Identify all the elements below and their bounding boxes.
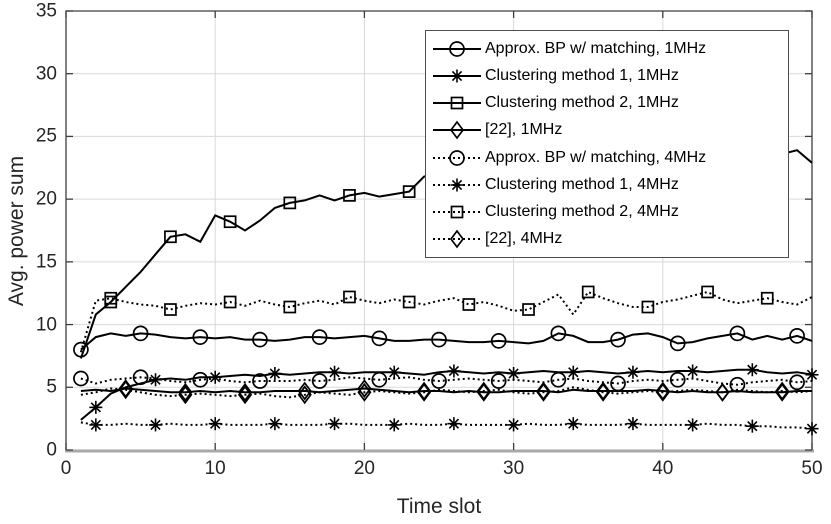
legend-label: [22], 4MHz: [485, 230, 563, 248]
x-tick-label: 50: [801, 458, 823, 479]
axis-box: [65, 10, 813, 450]
legend-item: Clustering method 2, 4MHz: [432, 199, 782, 225]
legend-line-sample: [433, 229, 481, 249]
y-tick-label: 35: [35, 0, 57, 22]
series-4: [73, 369, 812, 393]
legend-item: [22], 1MHz: [432, 117, 782, 143]
x-tick-label: 20: [353, 458, 375, 479]
legend-item: Approx. BP w/ matching, 1MHz: [432, 36, 782, 62]
tick-marks: [65, 10, 813, 451]
series-5: [80, 417, 819, 436]
legend: Approx. BP w/ matching, 1MHz Clustering m…: [425, 30, 789, 258]
legend-line-sample: [433, 205, 481, 219]
y-tick-label: 25: [35, 125, 57, 147]
legend-item: Approx. BP w/ matching, 4MHz: [432, 145, 782, 171]
legend-label: Clustering method 1, 4MHz: [485, 175, 679, 193]
legend-item: Clustering method 2, 1MHz: [432, 90, 782, 116]
series-1: [80, 363, 819, 421]
legend-label: Clustering method 2, 1MHz: [485, 94, 679, 112]
y-tick-label: 5: [46, 376, 57, 398]
legend-label: Approx. BP w/ matching, 1MHz: [485, 39, 707, 57]
legend-line-sample: [433, 178, 481, 192]
legend-line-sample: [433, 96, 481, 110]
y-tick-label: 30: [35, 63, 57, 85]
series-0: [73, 325, 812, 358]
legend-line-sample: [433, 69, 481, 83]
y-tick-label: 0: [46, 439, 57, 461]
legend-line-sample: [433, 40, 481, 57]
legend-item: Clustering method 1, 4MHz: [432, 172, 782, 198]
legend-line-sample: [433, 120, 481, 140]
y-tick-label: 10: [35, 314, 57, 336]
x-tick-label: 30: [503, 458, 525, 479]
legend-label: Approx. BP w/ matching, 4MHz: [485, 148, 707, 166]
x-tick-label: 10: [204, 458, 226, 479]
y-axis-label: Avg. power sum: [5, 155, 28, 307]
legend-item: Clustering method 1, 1MHz: [432, 63, 782, 89]
legend-label: [22], 1MHz: [485, 121, 563, 139]
legend-item: [22], 4MHz: [432, 226, 782, 252]
legend-line-sample: [433, 149, 481, 166]
series-6: [79, 285, 812, 353]
legend-label: Clustering method 1, 1MHz: [485, 66, 679, 84]
x-axis-label: Time slot: [396, 495, 482, 518]
y-tick-label: 20: [35, 188, 57, 210]
x-tick-label: 40: [652, 458, 674, 479]
x-tick-label: 0: [60, 458, 72, 479]
y-tick-label: 15: [35, 251, 57, 273]
legend-label: Clustering method 2, 4MHz: [485, 203, 679, 221]
series-7: [80, 380, 812, 405]
